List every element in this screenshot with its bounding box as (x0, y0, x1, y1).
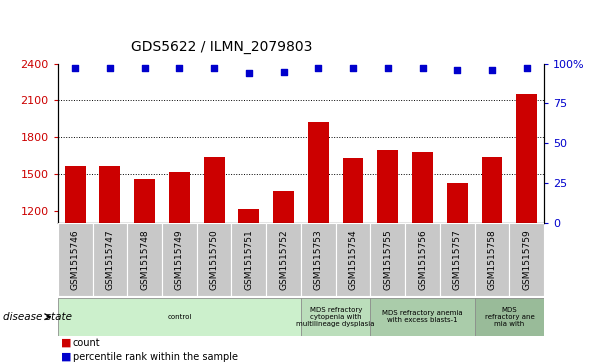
Bar (343, 158, 364, 223)
Point (418, 65, 427, 71)
Text: ■: ■ (61, 338, 71, 348)
Text: control: control (167, 314, 192, 320)
Point (209, 65, 219, 71)
Text: MDS refractory
cytopenia with
multilineage dysplasia: MDS refractory cytopenia with multilinea… (297, 307, 375, 327)
Text: GSM1515753: GSM1515753 (314, 229, 323, 290)
Bar (482, 157, 502, 223)
Text: percentile rank within the sample: percentile rank within the sample (73, 352, 238, 362)
Bar (238, 209, 259, 223)
Point (383, 65, 393, 71)
Point (452, 67, 462, 73)
Text: disease state: disease state (3, 312, 72, 322)
Text: GSM1515755: GSM1515755 (383, 229, 392, 290)
Text: GSM1515749: GSM1515749 (175, 229, 184, 290)
FancyBboxPatch shape (475, 298, 544, 336)
Text: GSM1515754: GSM1515754 (348, 229, 358, 290)
Bar (412, 152, 433, 223)
Bar (100, 166, 120, 223)
Bar (378, 150, 398, 223)
Point (348, 65, 358, 71)
FancyBboxPatch shape (301, 298, 370, 336)
FancyBboxPatch shape (58, 223, 92, 296)
FancyBboxPatch shape (232, 223, 266, 296)
Point (174, 65, 184, 71)
FancyBboxPatch shape (127, 223, 162, 296)
Text: GSM1515757: GSM1515757 (453, 229, 462, 290)
FancyBboxPatch shape (370, 223, 405, 296)
Text: GSM1515758: GSM1515758 (488, 229, 497, 290)
Bar (273, 191, 294, 223)
FancyBboxPatch shape (336, 223, 370, 296)
FancyBboxPatch shape (162, 223, 197, 296)
FancyBboxPatch shape (301, 223, 336, 296)
FancyBboxPatch shape (510, 223, 544, 296)
Text: MDS
refractory ane
mia with: MDS refractory ane mia with (485, 307, 534, 327)
Point (140, 65, 150, 71)
Bar (169, 172, 190, 223)
Bar (308, 122, 329, 223)
Point (278, 69, 288, 74)
Text: GSM1515748: GSM1515748 (140, 229, 149, 290)
FancyBboxPatch shape (440, 223, 475, 296)
Text: GSM1515746: GSM1515746 (71, 229, 80, 290)
Point (244, 70, 254, 76)
Bar (447, 183, 468, 223)
Bar (204, 157, 224, 223)
Text: GSM1515759: GSM1515759 (522, 229, 531, 290)
FancyBboxPatch shape (405, 223, 440, 296)
Text: GSM1515751: GSM1515751 (244, 229, 254, 290)
Point (105, 65, 115, 71)
Text: count: count (73, 338, 100, 348)
Text: GDS5622 / ILMN_2079803: GDS5622 / ILMN_2079803 (131, 40, 312, 54)
Point (71, 65, 80, 71)
Point (522, 65, 531, 71)
Point (487, 67, 497, 73)
FancyBboxPatch shape (266, 223, 301, 296)
FancyBboxPatch shape (58, 298, 301, 336)
FancyBboxPatch shape (197, 223, 232, 296)
Text: GSM1515750: GSM1515750 (210, 229, 219, 290)
FancyBboxPatch shape (92, 223, 127, 296)
Point (314, 65, 323, 71)
Text: MDS refractory anemia
with excess blasts-1: MDS refractory anemia with excess blasts… (382, 310, 463, 323)
Text: ■: ■ (61, 352, 71, 362)
Text: GSM1515752: GSM1515752 (279, 229, 288, 290)
Text: GSM1515756: GSM1515756 (418, 229, 427, 290)
Text: GSM1515747: GSM1515747 (105, 229, 114, 290)
Bar (64, 166, 86, 223)
Bar (134, 179, 155, 223)
Bar (516, 94, 537, 223)
FancyBboxPatch shape (370, 298, 475, 336)
FancyBboxPatch shape (475, 223, 510, 296)
